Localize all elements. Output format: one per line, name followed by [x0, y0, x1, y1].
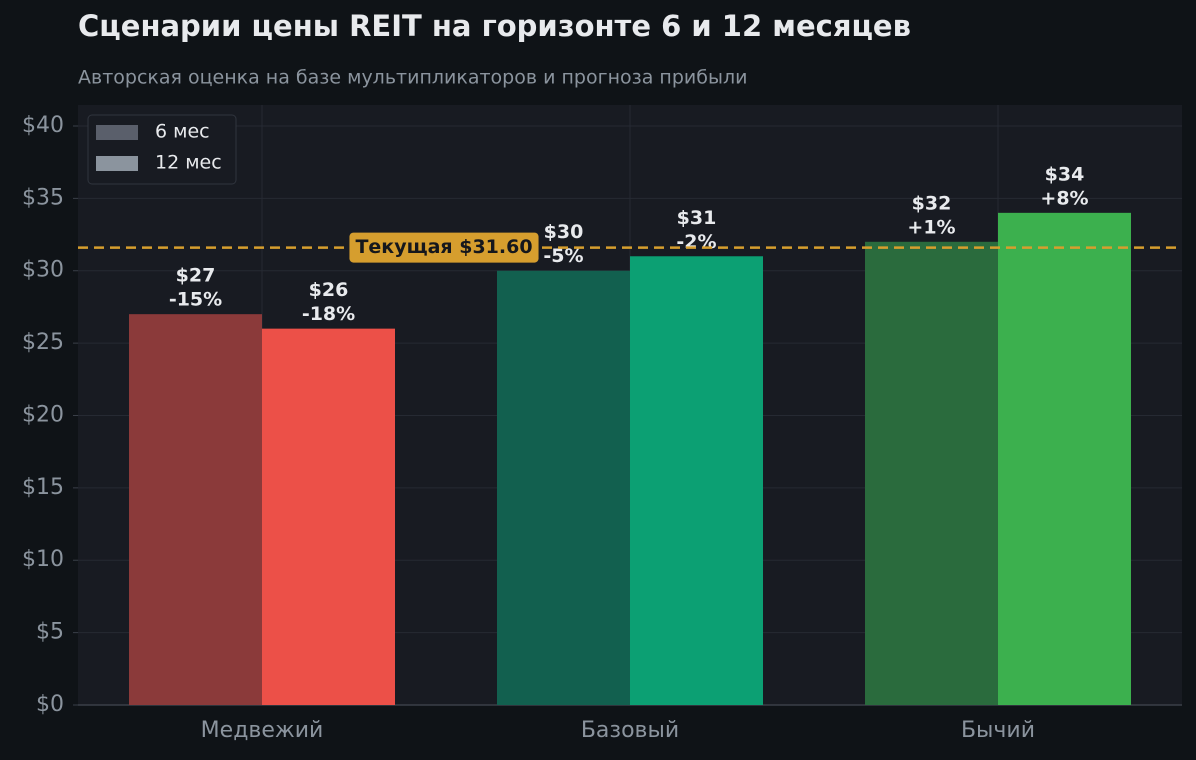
x-tick-label: Базовый: [581, 718, 679, 743]
bar: [497, 270, 630, 705]
annotation-box: [349, 232, 539, 263]
y-tick-label: $40: [22, 113, 64, 138]
change-label: -15%: [169, 289, 222, 311]
value-label: $34: [1045, 163, 1085, 185]
y-tick-label: $10: [22, 547, 64, 572]
y-tick-label: $0: [36, 692, 64, 717]
change-label: -2%: [676, 231, 716, 253]
value-label: $30: [544, 221, 584, 243]
reference-annotation: Текущая $31.60: [349, 232, 539, 263]
x-tick-label: Медвежий: [201, 718, 324, 743]
legend-label: 12 мес: [155, 152, 222, 174]
y-tick-label: $5: [36, 620, 64, 645]
change-label: +8%: [1040, 187, 1088, 209]
value-label: $27: [176, 265, 216, 287]
legend: 6 мес 12 мес: [87, 114, 237, 185]
y-tick-label: $30: [22, 258, 64, 283]
change-label: -18%: [302, 303, 355, 325]
annotation-label: Текущая $31.60: [355, 236, 532, 258]
bar: [129, 314, 262, 705]
value-label: $26: [309, 279, 349, 301]
y-tick-label: $35: [22, 185, 64, 210]
change-label: -5%: [543, 245, 583, 267]
x-tick-label: Бычий: [961, 718, 1035, 743]
change-label: +1%: [907, 216, 955, 238]
y-tick-label: $25: [22, 330, 64, 355]
y-tick-label: $20: [22, 402, 64, 427]
legend-swatch: [96, 125, 138, 140]
chart-title: Сценарии цены REIT на горизонте 6 и 12 м…: [78, 9, 911, 43]
bar: [865, 241, 998, 705]
legend-label: 6 мес: [155, 121, 210, 143]
bar: [262, 328, 395, 705]
value-label: $31: [677, 207, 717, 229]
chart-subtitle: Авторская оценка на базе мультипликаторо…: [78, 67, 747, 89]
bar: [630, 256, 763, 705]
legend-swatch: [96, 156, 138, 171]
y-tick-label: $15: [22, 475, 64, 500]
value-label: $32: [912, 192, 952, 214]
bar: [998, 212, 1131, 706]
